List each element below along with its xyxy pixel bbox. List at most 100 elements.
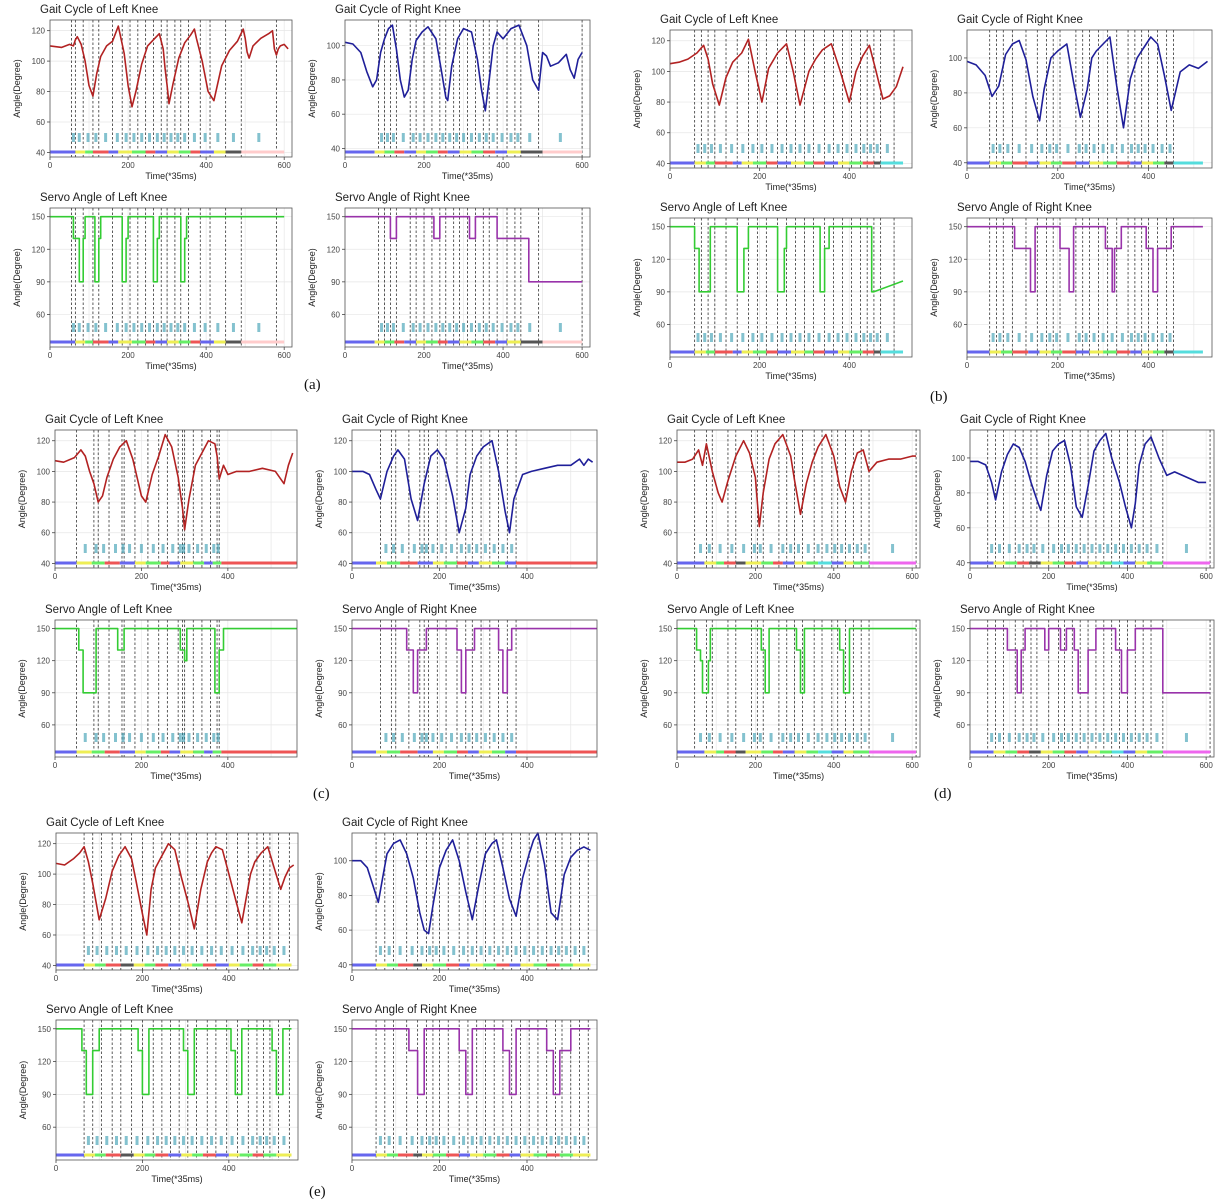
y-tick-label: 60 bbox=[338, 926, 347, 935]
x-tick-label: 400 bbox=[843, 172, 857, 181]
event-annotation bbox=[105, 946, 108, 955]
phase-bar-segment bbox=[521, 341, 543, 344]
event-annotation bbox=[132, 133, 135, 142]
event-annotation bbox=[1006, 333, 1009, 342]
phase-bar-segment bbox=[433, 1154, 446, 1157]
event-annotation bbox=[817, 733, 820, 742]
y-tick-label: 120 bbox=[37, 657, 51, 666]
event-annotation bbox=[205, 544, 208, 553]
panel-title: Servo Angle of Left Knee bbox=[660, 202, 787, 214]
panel-title: Gait Cycle of Left Knee bbox=[46, 817, 164, 829]
phase-bar-segment bbox=[77, 562, 92, 565]
phase-bar-segment bbox=[1135, 562, 1147, 565]
event-annotation bbox=[386, 133, 389, 142]
phase-bar-segment bbox=[1005, 751, 1017, 754]
event-annotation bbox=[506, 1136, 509, 1145]
phase-bar-segment bbox=[433, 964, 446, 967]
event-annotation bbox=[200, 946, 203, 955]
event-annotation bbox=[697, 144, 700, 153]
event-annotation bbox=[992, 333, 995, 342]
y-axis-label: Angle(Degree) bbox=[314, 659, 324, 718]
y-tick-label: 80 bbox=[956, 489, 965, 498]
phase-bar-segment bbox=[994, 751, 1006, 754]
x-axis-label: Time(*35ms) bbox=[1064, 371, 1115, 381]
phase-bar-segment bbox=[520, 964, 533, 967]
phase-bar-segment bbox=[55, 562, 77, 565]
phase-bar-segment bbox=[1130, 162, 1141, 165]
x-tick-label: 200 bbox=[121, 351, 135, 360]
x-tick-label: 0 bbox=[965, 172, 970, 181]
event-annotation bbox=[282, 946, 285, 955]
phase-bar-segment bbox=[418, 751, 433, 754]
x-tick-label: 200 bbox=[121, 161, 135, 170]
event-annotation bbox=[413, 733, 416, 742]
panel-b-right-servo: 0 200 400 60 90 120 150 Servo Angle of Right Kn… bbox=[929, 202, 1212, 381]
event-annotation bbox=[471, 1136, 474, 1145]
event-annotation bbox=[216, 323, 219, 332]
x-axis-label: Time(*35ms) bbox=[442, 361, 493, 371]
event-annotation bbox=[1048, 333, 1051, 342]
event-annotation bbox=[428, 946, 431, 955]
phase-bar-segment bbox=[95, 964, 106, 967]
event-annotation bbox=[565, 1136, 568, 1145]
phase-bar-segment bbox=[990, 162, 1001, 165]
event-annotation bbox=[105, 1136, 108, 1145]
event-annotation bbox=[840, 733, 843, 742]
event-annotation bbox=[132, 323, 135, 332]
y-tick-label: 60 bbox=[956, 721, 965, 730]
event-annotation bbox=[818, 333, 821, 342]
x-tick-label: 0 bbox=[668, 172, 673, 181]
panel-title: Gait Cycle of Left Knee bbox=[667, 414, 785, 426]
phase-bar-segment bbox=[345, 341, 375, 344]
y-tick-label: 80 bbox=[663, 498, 672, 507]
phase-bar-segment bbox=[387, 562, 400, 565]
event-annotation bbox=[493, 733, 496, 742]
event-annotation bbox=[1106, 733, 1109, 742]
phase-bar-segment bbox=[1103, 351, 1117, 354]
event-annotation bbox=[136, 946, 139, 955]
x-axis-label: Time(*35ms) bbox=[773, 582, 824, 592]
x-axis-label: Time(*35ms) bbox=[1066, 582, 1117, 592]
y-tick-label: 150 bbox=[949, 223, 963, 232]
phase-bar-segment bbox=[849, 162, 862, 165]
y-tick-label: 40 bbox=[663, 559, 672, 568]
event-annotation bbox=[187, 544, 190, 553]
y-tick-label: 150 bbox=[334, 625, 348, 634]
y-tick-label: 90 bbox=[36, 278, 45, 287]
phase-bar-segment bbox=[84, 1154, 95, 1157]
y-tick-label: 150 bbox=[652, 223, 666, 232]
event-annotation bbox=[488, 946, 491, 955]
phase-bar-segment bbox=[121, 964, 134, 967]
event-annotation bbox=[115, 1136, 118, 1145]
phase-bar-segment bbox=[75, 341, 85, 344]
x-tick-label: 200 bbox=[433, 761, 447, 770]
phase-bar-segment bbox=[753, 351, 766, 354]
event-annotation bbox=[781, 144, 784, 153]
event-annotation bbox=[140, 133, 143, 142]
event-annotation bbox=[557, 946, 560, 955]
event-annotation bbox=[742, 544, 745, 553]
y-tick-label: 80 bbox=[42, 901, 51, 910]
phase-bar-segment bbox=[1088, 562, 1100, 565]
x-tick-label: 400 bbox=[520, 572, 534, 581]
event-annotation bbox=[210, 1136, 213, 1145]
x-tick-label: 400 bbox=[496, 161, 510, 170]
event-annotation bbox=[1083, 733, 1086, 742]
y-tick-label: 60 bbox=[663, 529, 672, 538]
event-annotation bbox=[140, 544, 143, 553]
x-tick-label: 600 bbox=[905, 572, 919, 581]
event-annotation bbox=[876, 144, 879, 153]
phase-bar-segment bbox=[496, 964, 509, 967]
event-annotation bbox=[114, 544, 117, 553]
event-annotation bbox=[798, 333, 801, 342]
phase-bar-segment bbox=[468, 751, 479, 754]
event-annotation bbox=[1098, 733, 1101, 742]
event-annotation bbox=[170, 323, 173, 332]
x-tick-label: 400 bbox=[827, 572, 841, 581]
phase-bar-segment bbox=[167, 151, 179, 154]
event-annotation bbox=[480, 946, 483, 955]
x-axis-label: Time(*35ms) bbox=[150, 771, 201, 781]
phase-bar-segment bbox=[1135, 751, 1147, 754]
event-annotation bbox=[582, 1136, 585, 1145]
event-annotation bbox=[182, 946, 185, 955]
